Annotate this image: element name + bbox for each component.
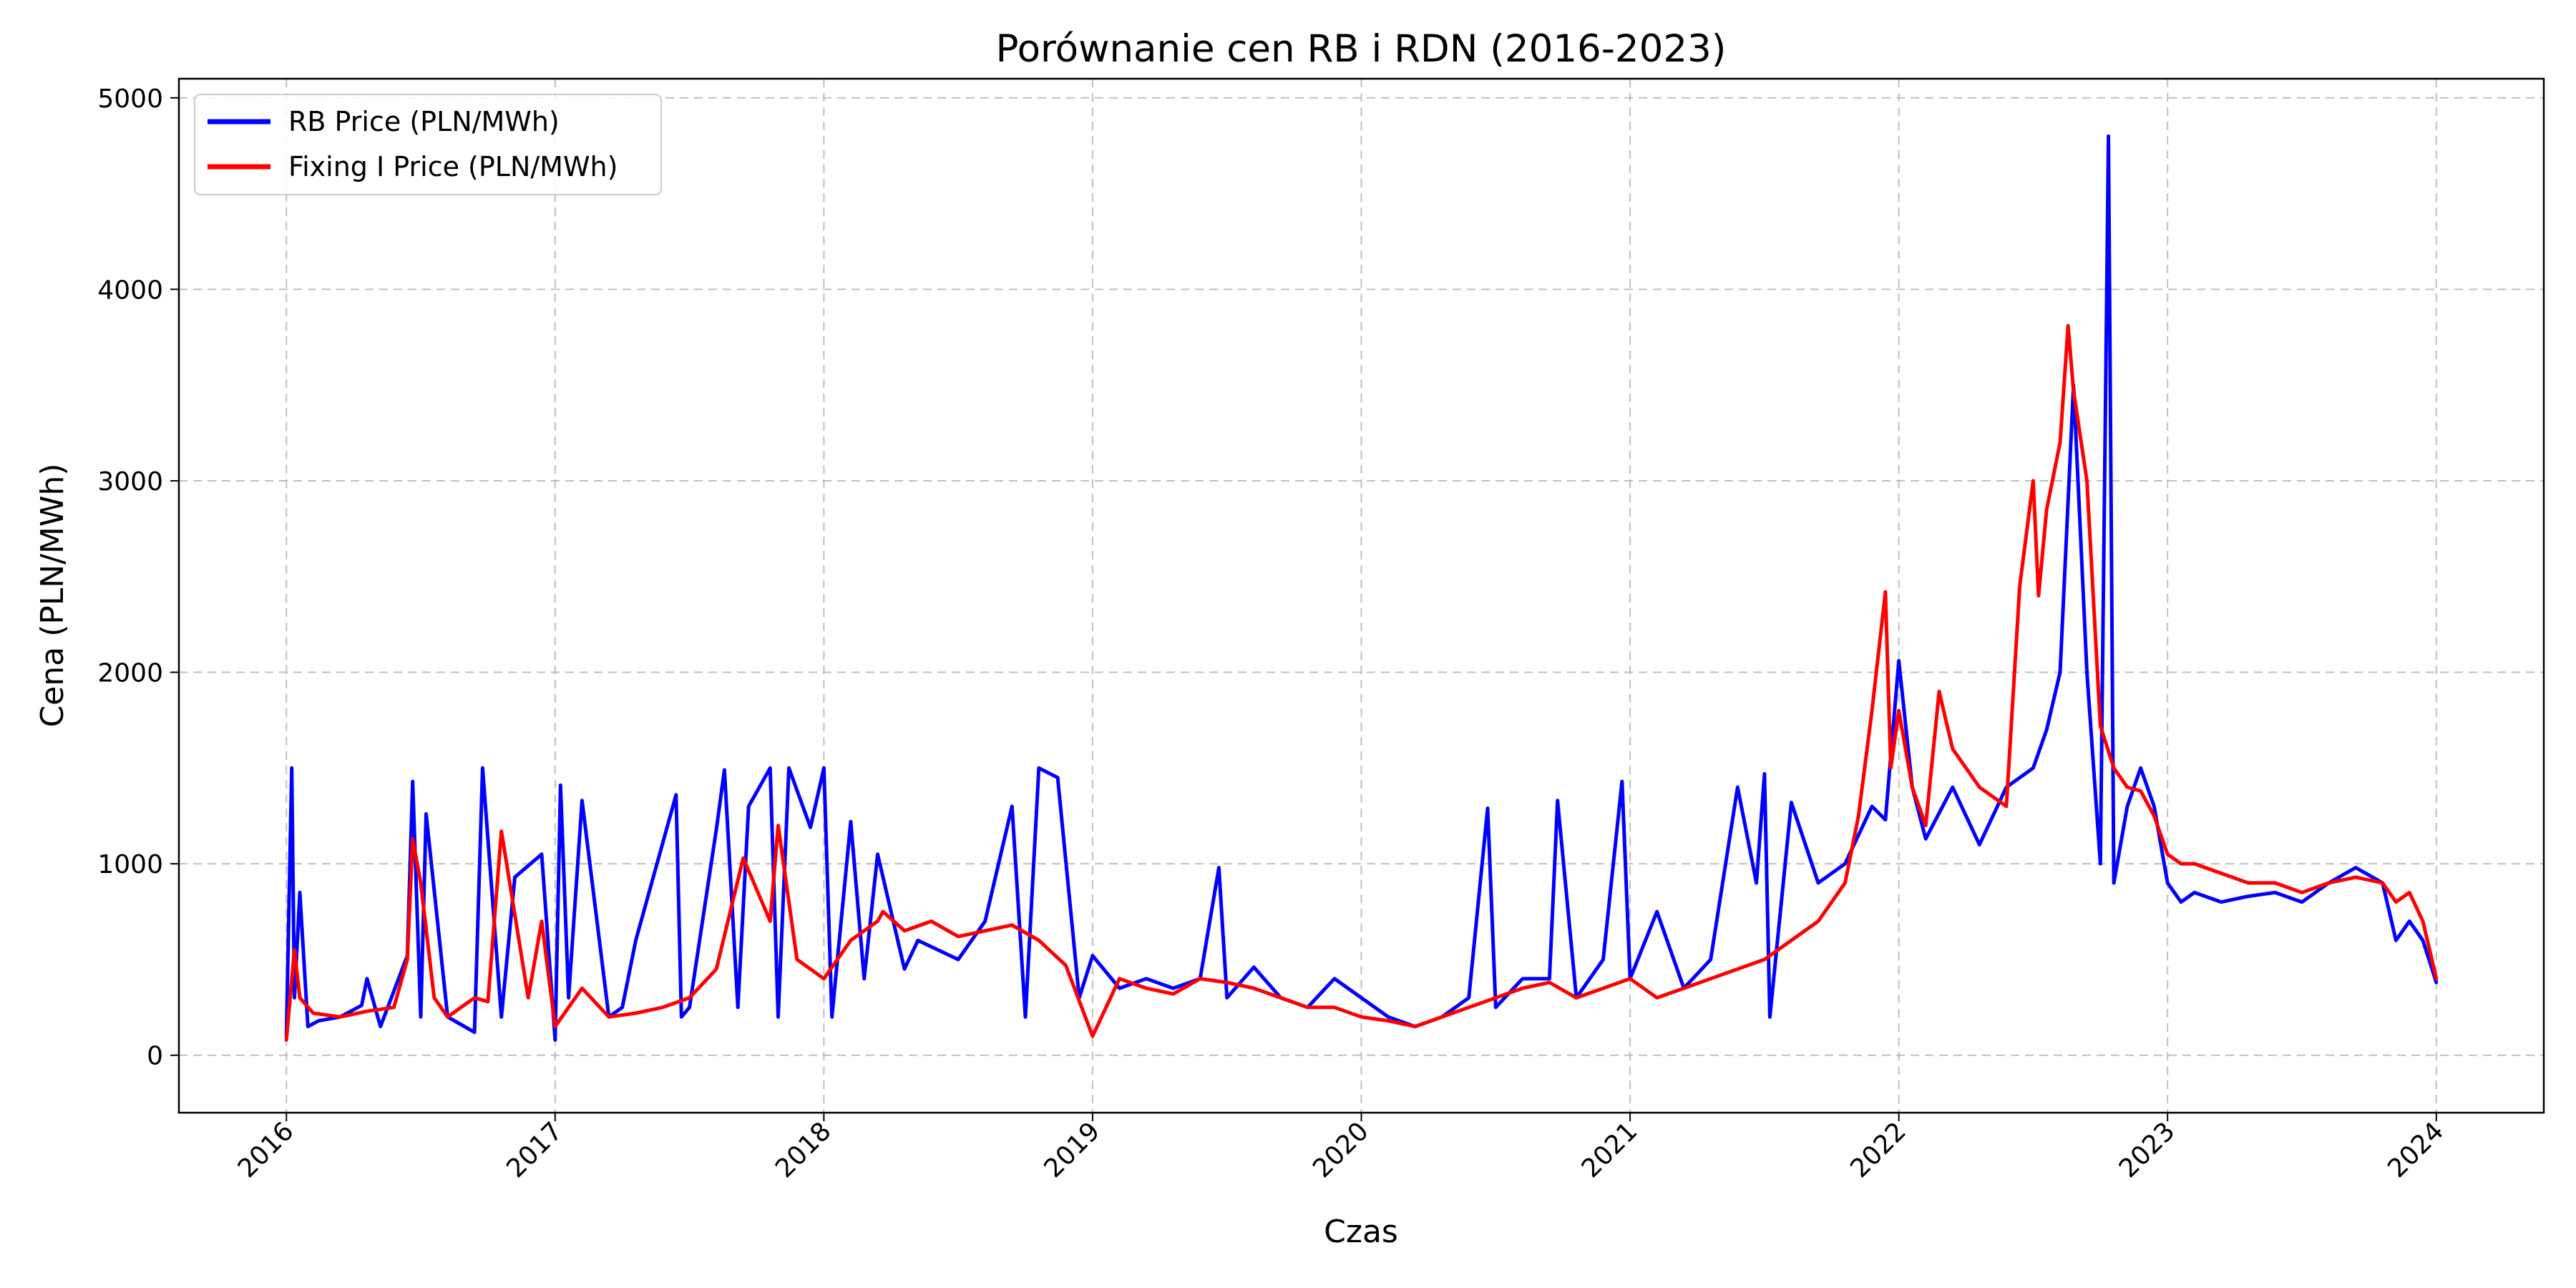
y-tick-label: 4000 xyxy=(97,275,163,305)
chart-title: Porównanie cen RB i RDN (2016-2023) xyxy=(996,27,1727,71)
legend-label-fixing: Fixing I Price (PLN/MWh) xyxy=(288,151,618,182)
series-layer xyxy=(284,134,2439,1042)
legend-box xyxy=(194,94,662,195)
x-axis-label: Czas xyxy=(1324,1214,1398,1250)
legend-label-rb: RB Price (PLN/MWh) xyxy=(288,106,560,137)
y-tick-label: 2000 xyxy=(97,659,163,688)
legend: RB Price (PLN/MWh) Fixing I Price (PLN/M… xyxy=(194,94,662,195)
y-axis-label: Cena (PLN/MWh) xyxy=(34,463,71,727)
y-tick-label: 5000 xyxy=(97,84,163,114)
series-line-fixing-price xyxy=(284,323,2439,1042)
y-tick-label: 3000 xyxy=(97,467,163,497)
y-tick-label: 0 xyxy=(147,1042,163,1071)
y-tick-label: 1000 xyxy=(97,850,163,879)
y-axis: 0 1000 2000 3000 4000 5000 xyxy=(97,84,179,1071)
